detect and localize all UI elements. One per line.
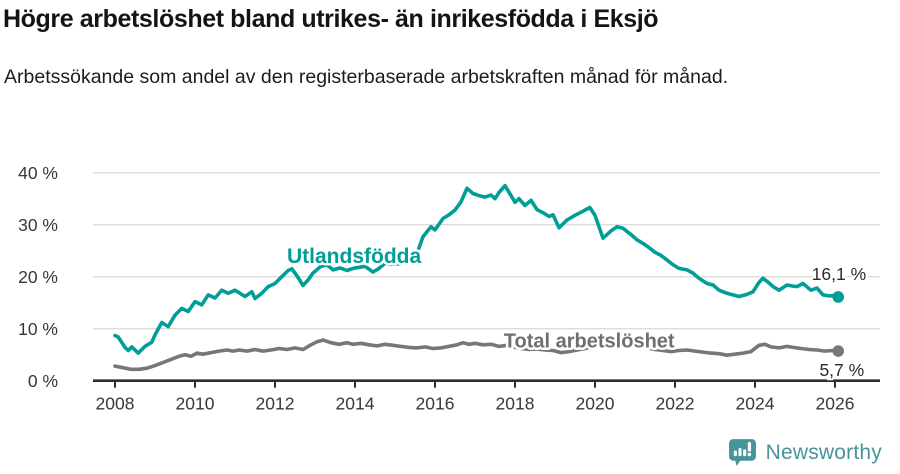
x-axis-tick-label: 2012	[256, 394, 295, 414]
y-axis-tick-label: 0 %	[28, 371, 58, 391]
x-axis-tick-label: 2026	[816, 394, 855, 414]
x-axis-tick-label: 2016	[416, 394, 455, 414]
x-axis-tick-label: 2014	[336, 394, 375, 414]
newsworthy-logo[interactable]: Newsworthy	[727, 437, 882, 468]
x-axis-tick-label: 2020	[576, 394, 615, 414]
y-axis-tick-label: 10 %	[18, 319, 58, 339]
x-axis-tick-label: 2008	[96, 394, 135, 414]
chart-title: Högre arbetslöshet bland utrikes- än inr…	[3, 5, 659, 33]
x-axis-tick-label: 2018	[496, 394, 535, 414]
y-axis-tick-label: 30 %	[18, 215, 58, 235]
unemployment-line-chart: 0 % 10 % 20 % 30 % 40 % 2008 2010 2012 2014 2016 2…	[18, 163, 880, 414]
series-end-dot	[832, 345, 844, 357]
series-label-utlandsf-dda: Utlandsfödda	[287, 245, 421, 268]
chart-subtitle: Arbetssökande som andel av den registerb…	[4, 66, 729, 88]
series-line-utlandsf-dda	[113, 183, 841, 355]
x-axis-tick-label: 2024	[736, 394, 775, 414]
series-end-value-label: 5,7 %	[819, 360, 864, 380]
newsworthy-wordmark: Newsworthy	[765, 440, 882, 464]
y-axis-tick-label: 20 %	[18, 267, 58, 287]
series-end-value-label: 16,1 %	[812, 264, 866, 284]
x-axis-tick-label: 2022	[656, 394, 695, 414]
x-axis-tick-label: 2010	[176, 394, 215, 414]
series-label-total-arbetsl-shet: Total arbetslöshet	[504, 331, 675, 353]
y-axis-tick-label: 40 %	[18, 163, 58, 183]
series-line-total-arbetsl-shet	[113, 338, 841, 372]
newsworthy-bubble-icon	[728, 439, 756, 467]
series-end-dot	[832, 291, 844, 303]
chart-area: 0 % 10 % 20 % 30 % 40 % 2008 2010 2012 2014 2016 2…	[0, 140, 900, 420]
